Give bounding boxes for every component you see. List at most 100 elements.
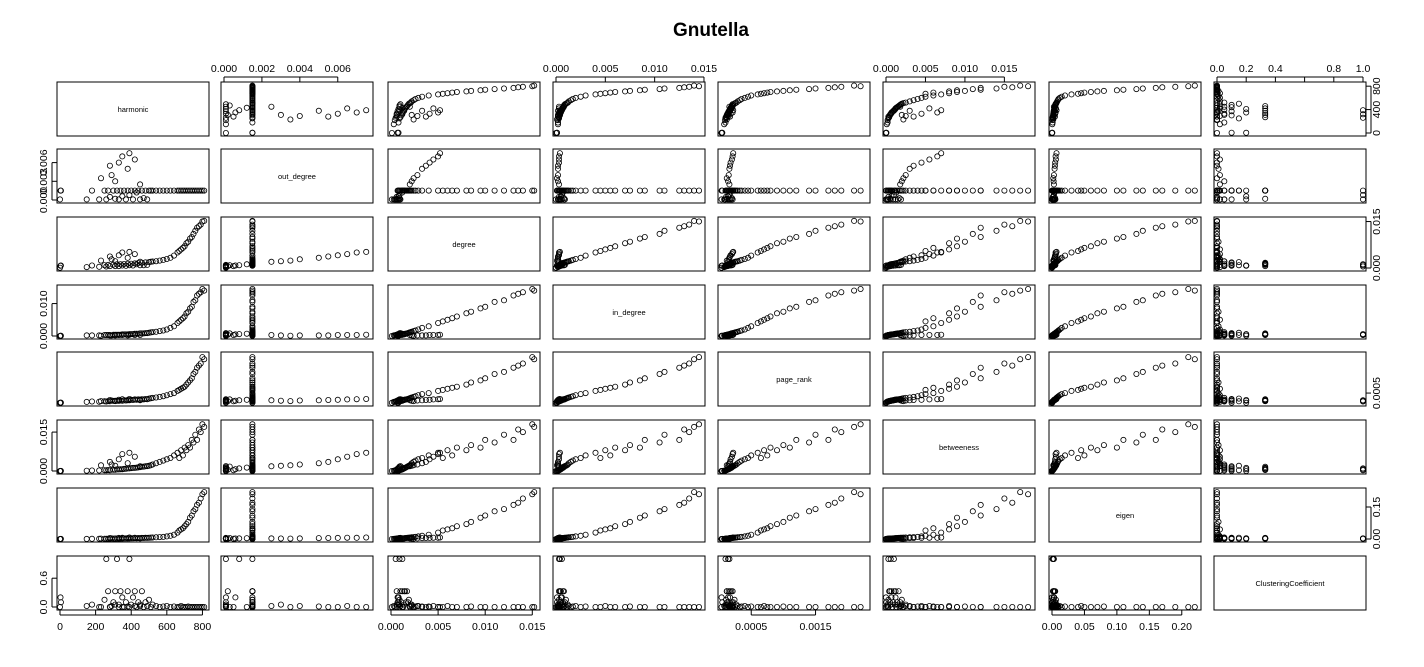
point-6 [1235, 331, 1242, 338]
point-58 [1214, 458, 1221, 465]
point-60 [1052, 451, 1059, 458]
diagonal-label-betweeness: betweeness [939, 443, 979, 452]
panel-frame [1213, 81, 1367, 137]
point-50 [806, 230, 813, 237]
point-38 [582, 390, 589, 397]
point-50 [190, 604, 197, 611]
right-tick-label-degree-1: 0.015 [1371, 208, 1383, 234]
point-53 [1214, 384, 1221, 391]
point-58 [325, 253, 332, 260]
point-40 [178, 246, 185, 253]
panel-degree-vs-betweeness [882, 216, 1036, 272]
point-57 [426, 534, 433, 541]
point-14 [117, 261, 124, 268]
point-45 [1159, 426, 1166, 433]
point-59 [344, 396, 351, 403]
point-24 [135, 187, 142, 194]
point-56 [419, 460, 426, 467]
point-53 [179, 187, 186, 194]
point-47 [1191, 217, 1198, 224]
panel-betweeness-vs-ClusteringCoefficient [1213, 419, 1367, 475]
point-47 [691, 489, 698, 496]
point-52 [946, 521, 953, 528]
point-47 [851, 423, 858, 430]
point-53 [607, 384, 614, 391]
point-50 [656, 86, 663, 93]
point-61 [1214, 107, 1221, 114]
point-40 [761, 447, 768, 454]
point-43 [1214, 512, 1221, 519]
point-42 [961, 308, 968, 315]
point-63 [726, 603, 733, 610]
point-38 [748, 452, 755, 459]
point-39 [174, 449, 181, 456]
point-54 [1075, 454, 1082, 461]
point-58 [1214, 113, 1221, 120]
point-42 [627, 87, 634, 94]
point-55 [555, 172, 562, 179]
point-61 [730, 150, 737, 157]
point-23 [243, 464, 250, 471]
point-51 [1113, 377, 1120, 384]
point-26 [403, 588, 410, 595]
point-44 [661, 604, 668, 611]
point-34 [156, 393, 163, 400]
point-62 [1221, 332, 1228, 339]
point-42 [468, 603, 475, 610]
point-64 [1050, 332, 1057, 339]
point-34 [910, 393, 917, 400]
panel-frame [552, 555, 706, 611]
point-63 [897, 181, 904, 188]
point-35 [738, 457, 745, 464]
point-45 [681, 426, 688, 433]
point-59 [926, 396, 933, 403]
point-51 [1113, 305, 1120, 312]
point-63 [1216, 258, 1223, 265]
point-15 [232, 535, 239, 542]
point-40 [1078, 246, 1085, 253]
point-64 [554, 398, 561, 405]
point-64 [1050, 462, 1057, 469]
point-37 [922, 93, 929, 100]
point-2 [1243, 467, 1250, 474]
point-32 [149, 534, 156, 541]
point-7 [1360, 196, 1367, 203]
panel-page_rank-vs-degree [387, 351, 541, 407]
point-31 [900, 187, 907, 194]
point-60 [435, 604, 442, 611]
point-47 [691, 604, 698, 611]
point-54 [439, 454, 446, 461]
point-48 [197, 360, 204, 367]
point-51 [636, 377, 643, 384]
point-40 [1078, 603, 1085, 610]
point-28 [1228, 463, 1235, 470]
point-27 [226, 396, 233, 403]
point-29 [144, 603, 151, 610]
point-34 [910, 97, 917, 104]
point-2 [57, 467, 64, 474]
panel-frame [56, 419, 210, 475]
panel-frame [1213, 284, 1367, 340]
point-47 [1017, 356, 1024, 363]
point-25 [1221, 196, 1228, 203]
point-64 [723, 462, 730, 469]
point-49 [676, 187, 683, 194]
right-tick-label-eigen-0: 0.00 [1371, 529, 1383, 550]
point-56 [315, 254, 322, 261]
point-38 [748, 92, 755, 99]
point-37 [167, 532, 174, 539]
point-32 [149, 601, 156, 608]
point-45 [831, 499, 838, 506]
point-36 [741, 187, 748, 194]
point-45 [831, 187, 838, 194]
point-48 [249, 221, 256, 228]
point-44 [500, 604, 507, 611]
point-2 [249, 129, 256, 136]
panel-frame [717, 216, 871, 272]
point-26 [138, 588, 145, 595]
point-45 [831, 290, 838, 297]
panel-page_rank-vs-ClusteringCoefficient [1213, 351, 1367, 407]
point-49 [1152, 224, 1159, 231]
point-34 [910, 328, 917, 335]
point-43 [641, 512, 648, 519]
